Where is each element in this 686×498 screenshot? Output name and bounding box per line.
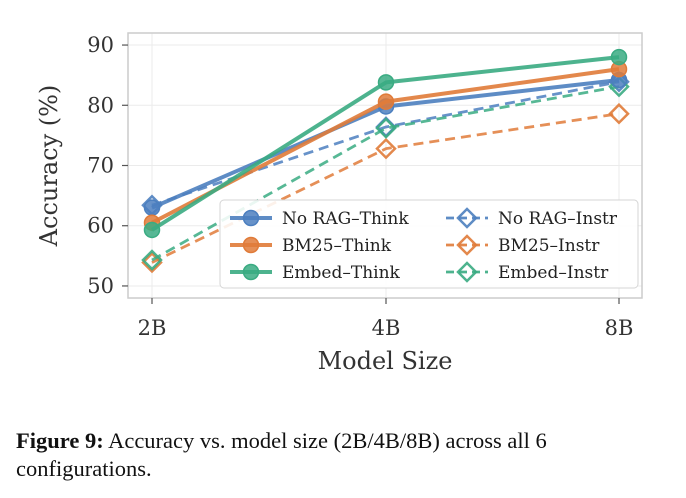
figure-caption: Figure 9: Accuracy vs. model size (2B/4B… — [16, 427, 676, 483]
caption-text: Accuracy vs. model size (2B/4B/8B) acros… — [16, 428, 547, 481]
caption-prefix: Figure 9: — [16, 428, 104, 453]
y-tick-label-60: 60 — [87, 214, 114, 238]
point-embed-think-2b — [143, 221, 161, 239]
y-tick-label-80: 80 — [87, 93, 114, 117]
legend-item-embed-instr: Embed–Instr — [446, 261, 609, 283]
legend-item-bm25-think: BM25–Think — [230, 236, 392, 256]
x-tick-label-8b: 8B — [605, 316, 634, 340]
legend-swatch-marker — [242, 209, 260, 227]
legend-item-no-rag-instr: No RAG–Instr — [446, 207, 618, 229]
series-embed-think — [143, 48, 628, 239]
legend-label: BM25–Think — [282, 236, 392, 256]
x-axis-ticks: 2B 4B 8B — [138, 298, 634, 340]
point-embed-think-4b — [377, 74, 395, 91]
point-embed-instr-4b — [375, 117, 397, 139]
legend-item-embed-think: Embed–Think — [230, 263, 401, 283]
legend: No RAG–Think BM25–Think Embed–Think No RAG–… — [219, 199, 639, 289]
legend-label: No RAG–Think — [282, 209, 409, 229]
legend-label: BM25–Instr — [498, 236, 600, 256]
legend-label: Embed–Think — [282, 263, 401, 283]
legend-label: Embed–Instr — [498, 263, 609, 283]
x-axis-label: Model Size — [318, 347, 453, 375]
legend-item-bm25-instr: BM25–Instr — [446, 234, 600, 256]
legend-swatch-marker — [456, 261, 478, 283]
point-bm25-instr-2b — [141, 251, 163, 274]
point-no-rag-think-2b — [143, 199, 161, 216]
y-axis-label: Accuracy (%) — [35, 85, 63, 248]
legend-box — [219, 199, 639, 289]
accuracy-vs-model-size-chart: 50 60 70 80 90 2B 4B 8B No RAG–Think BM25–Think… — [35, 32, 643, 375]
y-tick-label-50: 50 — [87, 274, 114, 298]
y-tick-label-90: 90 — [87, 33, 114, 57]
point-embed-think-8b — [610, 48, 628, 66]
legend-label: No RAG–Instr — [498, 209, 618, 229]
legend-swatch-marker — [242, 263, 260, 281]
series-layer — [141, 48, 630, 274]
point-bm25-instr-8b — [608, 102, 630, 125]
point-embed-instr-2b — [141, 249, 163, 271]
x-tick-label-4b: 4B — [372, 316, 401, 340]
x-tick-label-2b: 2B — [138, 316, 167, 340]
y-tick-label-70: 70 — [87, 154, 114, 178]
point-bm25-instr-4b — [375, 137, 397, 160]
point-bm25-think-4b — [377, 93, 395, 110]
y-axis-ticks: 50 60 70 80 90 — [87, 33, 128, 298]
legend-swatch-marker — [456, 207, 478, 229]
legend-item-no-rag-think: No RAG–Think — [230, 209, 409, 229]
legend-swatch-marker — [456, 234, 478, 256]
legend-swatch-marker — [242, 236, 260, 254]
